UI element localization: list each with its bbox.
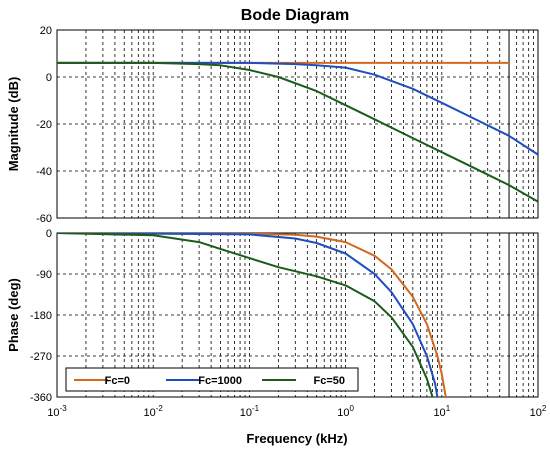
legend-label: Fc=1000	[198, 375, 242, 387]
magnitude-frame	[56, 29, 539, 219]
x-tick-label: 100	[337, 404, 354, 419]
series-line	[57, 61, 538, 156]
legend-label: Fc=0	[105, 375, 130, 387]
y-tick-label: -40	[36, 166, 52, 178]
y-tick-label: -60	[36, 213, 52, 225]
series-line	[57, 233, 434, 397]
x-axis-label: Frequency (kHz)	[246, 431, 347, 446]
x-tick-label: 10-1	[240, 404, 260, 419]
y-tick-label: -360	[30, 392, 52, 404]
series-line	[57, 233, 439, 397]
x-tick-label: 10-3	[47, 404, 67, 419]
y-tick-label: 0	[46, 228, 52, 240]
y-tick-label: 20	[40, 25, 52, 37]
legend-label: Fc=50	[314, 375, 346, 387]
y-tick-label: -90	[36, 269, 52, 281]
y-tick-label: -270	[30, 351, 52, 363]
phase-series-group	[57, 233, 447, 397]
magnitude-panel: 20 0 -20 -40 -60 Magnitude (dB)	[6, 25, 539, 225]
magnitude-series-group	[57, 61, 538, 203]
legend: Fc=0 Fc=1000 Fc=50	[65, 367, 359, 392]
chart-title: Bode Diagram	[241, 7, 349, 24]
phase-frame	[56, 232, 539, 398]
series-line	[57, 61, 538, 203]
y-tick-label: 0	[46, 72, 52, 84]
series-line	[57, 233, 447, 397]
y-tick-label: -180	[30, 310, 52, 322]
legend-box	[65, 367, 359, 392]
x-tick-label: 101	[433, 404, 450, 419]
magnitude-y-axis-label: Magnitude (dB)	[6, 77, 21, 172]
phase-y-axis-label: Phase (deg)	[6, 278, 21, 352]
x-tick-label: 10-2	[144, 404, 164, 419]
phase-panel: 0 -90 -180 -270 -360 Phase (deg)	[6, 228, 539, 404]
y-tick-label: -20	[36, 119, 52, 131]
x-tick-label: 102	[530, 404, 547, 419]
